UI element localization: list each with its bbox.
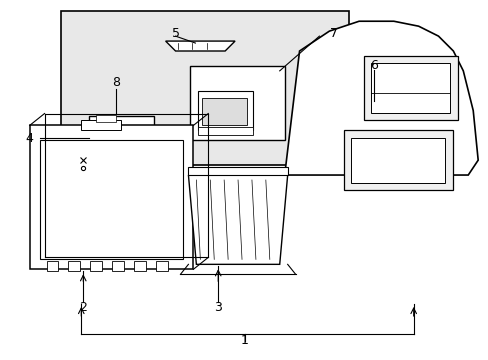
Bar (93, 138, 107, 150)
Bar (46, 261, 59, 271)
Bar (89, 116, 153, 155)
Bar (198, 127, 252, 135)
Text: 3: 3 (214, 301, 222, 314)
Bar (61, 11, 348, 165)
Bar (188, 167, 287, 175)
Bar (155, 261, 167, 271)
Bar (96, 114, 116, 122)
Bar (358, 103, 386, 130)
Bar (90, 261, 102, 271)
Bar (134, 261, 145, 271)
Bar (190, 66, 284, 140)
Bar (344, 130, 452, 190)
Polygon shape (188, 175, 287, 264)
Text: 7: 7 (329, 27, 338, 40)
Text: 6: 6 (369, 59, 377, 72)
Bar (129, 138, 142, 150)
Bar (68, 261, 80, 271)
Text: 4: 4 (26, 132, 34, 145)
Bar (111, 138, 124, 150)
Bar (202, 98, 246, 125)
Bar (112, 261, 123, 271)
Bar (81, 121, 121, 130)
Text: 1: 1 (241, 334, 248, 347)
Polygon shape (30, 125, 193, 269)
Bar (350, 138, 445, 183)
Text: 2: 2 (79, 301, 87, 314)
Bar (370, 63, 449, 113)
Polygon shape (165, 41, 235, 51)
Bar (364, 56, 457, 121)
Bar (40, 140, 183, 260)
Bar (198, 91, 252, 130)
Text: 8: 8 (112, 76, 120, 89)
Polygon shape (284, 21, 477, 175)
Text: 5: 5 (171, 27, 179, 40)
